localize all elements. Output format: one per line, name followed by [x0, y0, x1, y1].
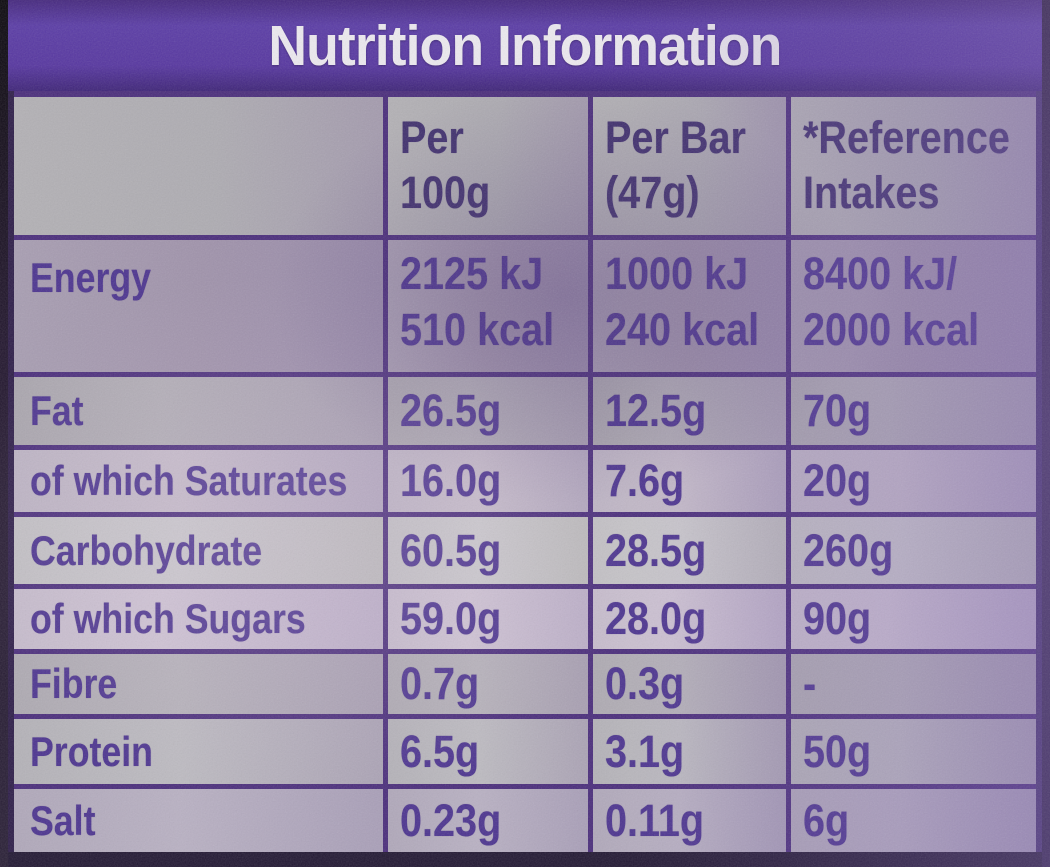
row-label-fat: Fat	[14, 377, 388, 450]
row-label-saturates: of which Saturates	[14, 450, 388, 517]
carbohydrate-per-100g: 60.5g	[388, 517, 593, 589]
row-label-salt: Salt	[14, 789, 388, 852]
nutrition-table: Per 100g Per Bar (47g) *Reference Intake…	[8, 91, 1042, 852]
sugars-per-100g: 59.0g	[388, 589, 593, 654]
row-label-sugars: of which Sugars	[14, 589, 388, 654]
saturates-per-bar: 7.6g	[593, 450, 791, 517]
col-header-line: Intakes	[803, 166, 940, 218]
fat-reference-intake: 70g	[791, 377, 1036, 450]
col-header-line: 100g	[400, 166, 491, 218]
col-header-per-bar: Per Bar (47g)	[593, 97, 791, 240]
protein-per-100g: 6.5g	[388, 719, 593, 789]
carbohydrate-per-bar: 28.5g	[593, 517, 791, 589]
col-header-reference-intakes: *Reference Intakes	[791, 97, 1036, 240]
col-header-blank	[14, 97, 388, 240]
col-header-line: (47g)	[605, 166, 700, 218]
row-label-carbohydrate: Carbohydrate	[14, 517, 388, 589]
page-title: Nutrition Information	[268, 13, 782, 78]
wrapper-left-edge	[0, 0, 8, 867]
col-header-per-100g: Per 100g	[388, 97, 593, 240]
wrapper-right-edge	[1042, 0, 1050, 867]
saturates-reference-intake: 20g	[791, 450, 1036, 517]
col-header-line: Per Bar	[605, 112, 746, 163]
energy-per-bar: 1000 kJ 240 kcal	[593, 240, 791, 377]
salt-per-bar: 0.11g	[593, 789, 791, 852]
protein-per-bar: 3.1g	[593, 719, 791, 789]
row-label-fibre: Fibre	[14, 654, 388, 719]
fat-per-100g: 26.5g	[388, 377, 593, 450]
fibre-reference-intake: -	[791, 654, 1036, 719]
col-header-line: *Reference	[803, 112, 1010, 163]
sugars-per-bar: 28.0g	[593, 589, 791, 654]
salt-per-100g: 0.23g	[388, 789, 593, 852]
sugars-reference-intake: 90g	[791, 589, 1036, 654]
energy-per-100g: 2125 kJ 510 kcal	[388, 240, 593, 377]
carbohydrate-reference-intake: 260g	[791, 517, 1036, 589]
title-band: Nutrition Information	[8, 0, 1042, 91]
row-label-protein: Protein	[14, 719, 388, 789]
fat-per-bar: 12.5g	[593, 377, 791, 450]
protein-reference-intake: 50g	[791, 719, 1036, 789]
saturates-per-100g: 16.0g	[388, 450, 593, 517]
row-label-energy: Energy	[14, 240, 388, 377]
energy-reference-intake: 8400 kJ/ 2000 kcal	[791, 240, 1036, 377]
col-header-line: Per	[400, 112, 464, 163]
fibre-per-bar: 0.3g	[593, 654, 791, 719]
salt-reference-intake: 6g	[791, 789, 1036, 852]
fibre-per-100g: 0.7g	[388, 654, 593, 719]
